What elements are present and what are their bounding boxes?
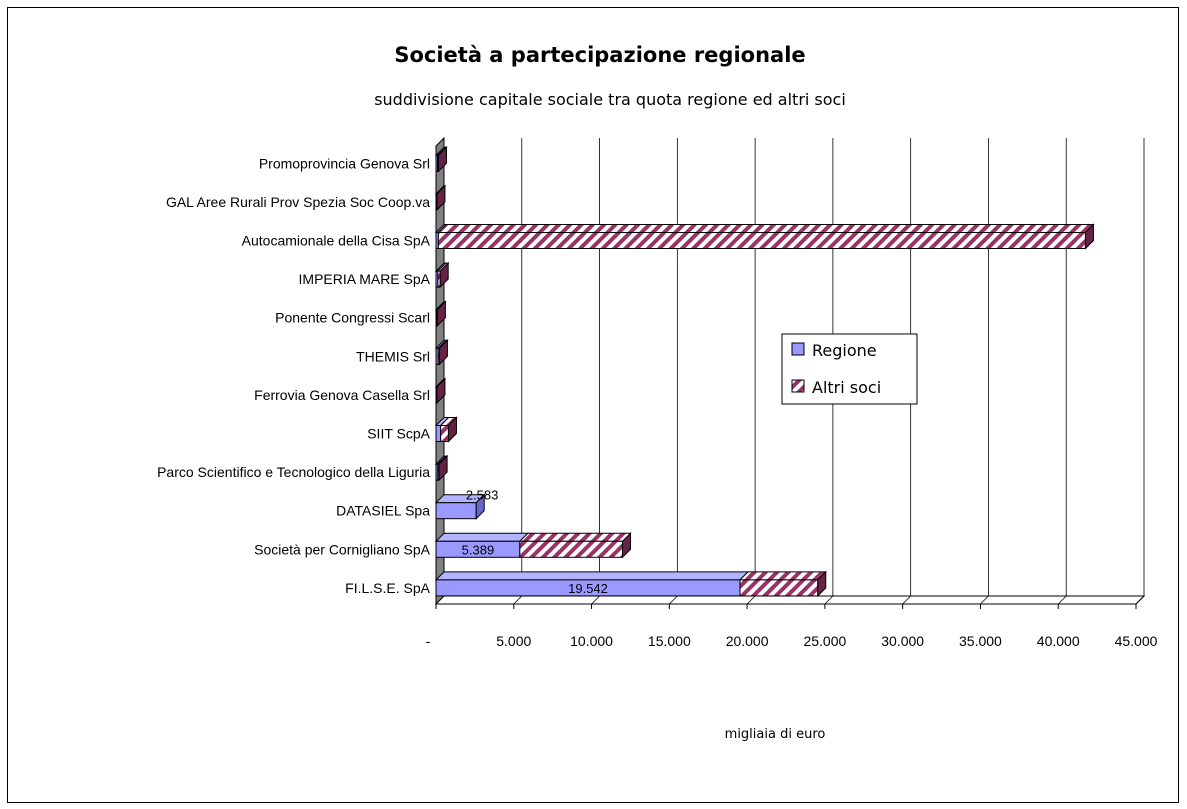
category-label-parco-scientifico-e-tecnologico-della-liguria: Parco Scientifico e Tecnologico della Li… [157, 464, 430, 480]
bar-side-parco-scientifico-e-tecnologico-della-liguria [438, 454, 448, 482]
chart-subtitle: suddivisione capitale sociale tra quota … [374, 90, 846, 109]
floor-gridline [513, 595, 523, 605]
chart-frame [7, 7, 1179, 803]
bar-side-themis-srl [438, 339, 448, 366]
category-labels: Promoprovincia Genova Srl GAL Aree Rurali… [157, 155, 431, 596]
category-label-promoprovincia-genova-srl: Promoprovincia Genova Srl [259, 155, 430, 171]
x-tick-label: 20.000 [726, 633, 769, 649]
bar-side-imperia-mare-spa [439, 261, 449, 289]
bars [434, 146, 1095, 598]
bar-side-fi-l-s-e-spa [817, 570, 827, 598]
category-label-ponente-congressi-scarl: Ponente Congressi Scarl [275, 310, 430, 326]
data-label-regione-societ-per-cornigliano-spa: 5.389 [462, 542, 495, 557]
bar-front [440, 425, 449, 442]
bar-front [739, 579, 819, 597]
category-label-fi-l-s-e-spa: FI.L.S.E. SpA [345, 580, 430, 596]
category-label-autocamionale-della-cisa-spa: Autocamionale della Cisa SpA [242, 233, 431, 249]
data-labels: 2.583 5.389 19.542 [462, 488, 608, 596]
bar-front [437, 232, 1086, 249]
x-tick-label: 15.000 [648, 633, 691, 649]
bar-top [437, 224, 1095, 233]
bar-side-siit-scpa [447, 416, 457, 443]
x-tick-label: 10.000 [570, 633, 613, 649]
plot-area [434, 136, 1146, 606]
bar-regione-societ-per-cornigliano-spa [434, 532, 530, 558]
x-tick-label: 35.000 [959, 633, 1002, 649]
legend-swatch-regione [791, 342, 805, 356]
bar-altri-soci-fi-l-s-e-spa [738, 571, 827, 597]
bar-altri-soci-autocamionale-della-cisa-spa [437, 224, 1095, 249]
x-tick-label: 25.000 [803, 633, 846, 649]
category-label-ferrovia-genova-casella-srl: Ferrovia Genova Casella Srl [254, 387, 430, 403]
x-axis-title: migliaia di euro [725, 727, 826, 742]
chart-title: Società a partecipazione regionale [394, 43, 805, 67]
x-tick-label: 40.000 [1037, 633, 1080, 649]
bar-altri-soci-societ-per-cornigliano-spa [518, 532, 632, 558]
bar-side-ferrovia-genova-casella-srl [436, 377, 446, 405]
floor-gridline [669, 595, 678, 605]
floor-gridline [591, 595, 600, 605]
category-label-societ-per-cornigliano-spa: Società per Cornigliano SpA [254, 541, 431, 557]
category-label-imperia-mare-spa: IMPERIA MARE SpA [299, 271, 431, 287]
bar-top [434, 571, 750, 581]
bar-side-gal-aree-rurali-prov-spezia-soc-coop-va [436, 184, 446, 212]
x-tick-label: 45.000 [1115, 633, 1158, 649]
category-label-datasiel-spa: DATASIEL Spa [336, 503, 430, 519]
floor-gridline [1057, 595, 1067, 605]
floor-gridline [746, 595, 756, 605]
floor-gridline [824, 595, 834, 605]
category-label-themis-srl: THEMIS Srl [356, 348, 430, 364]
bar-side-datasiel-spa [475, 493, 485, 520]
bar-front [435, 425, 442, 442]
bar-side-promoprovincia-genova-srl [437, 146, 447, 173]
tick-labels: - 5.000 10.000 15.000 20.000 25.000 30.000 35.0… [426, 604, 1158, 649]
legend-label-altri-soci: Altri soci [812, 378, 881, 397]
category-label-gal-aree-rurali-prov-spezia-soc-coop-va: GAL Aree Rurali Prov Spezia Soc Coop.va [166, 194, 430, 210]
floor-gridline [902, 595, 911, 605]
bar-side-societ-per-cornigliano-spa [621, 532, 631, 559]
legend: Regione Altri soci [781, 333, 918, 405]
legend-label-regione: Regione [812, 341, 877, 360]
floor-gridline [980, 595, 989, 605]
floor [434, 595, 1146, 605]
data-label-regione-fi-l-s-e-spa: 19.542 [568, 581, 608, 596]
bar-front [435, 502, 477, 520]
x-tick-label: 30.000 [881, 633, 924, 649]
bar-side-autocamionale-della-cisa-spa [1084, 223, 1094, 250]
data-label-regione-datasiel-spa: 2.583 [466, 488, 499, 503]
bar-front [519, 540, 623, 558]
bar-top [434, 532, 530, 542]
x-tick-label: 5.000 [496, 633, 531, 649]
bar-top [738, 571, 827, 581]
legend-swatch-altri-soci [791, 379, 805, 393]
x-tick-label: - [426, 633, 431, 649]
bar-top [518, 532, 632, 542]
floor-gridline [1135, 595, 1145, 605]
category-label-siit-scpa: SIIT ScpA [367, 426, 430, 442]
bar-side-ponente-congressi-scarl [436, 300, 446, 327]
